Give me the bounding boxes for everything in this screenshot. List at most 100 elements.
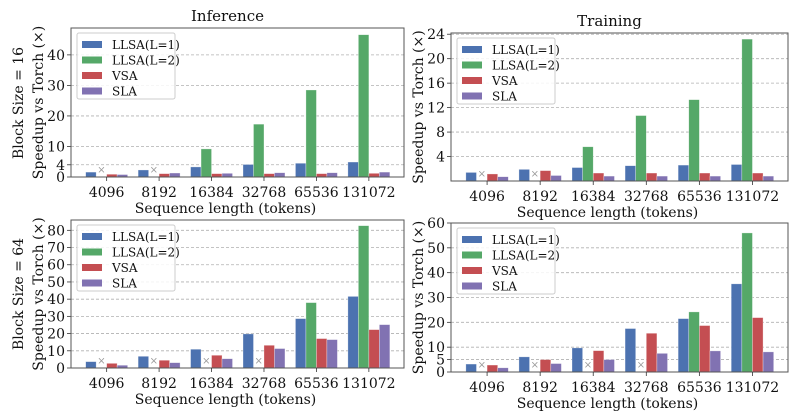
- bar-llsa-l-1--16384: [571, 347, 583, 373]
- bar-llsa-l-1--65536: [677, 318, 690, 373]
- legend-label: LLSA(L=2): [492, 249, 560, 263]
- bar-vsa-131072: [752, 172, 764, 182]
- missing-marker: ×: [255, 356, 263, 367]
- bar-sla-4096: [497, 176, 509, 182]
- x-tick-label: 8192: [141, 185, 177, 201]
- bar-sla-65536: [709, 175, 721, 182]
- bar-sla-8192: [550, 363, 562, 373]
- legend-label: LLSA(L=2): [112, 54, 180, 68]
- legend-swatch: [462, 61, 482, 69]
- x-tick-label: 8192: [522, 380, 558, 396]
- legend-swatch: [82, 87, 102, 95]
- missing-marker: ×: [478, 360, 486, 371]
- legend-label: VSA: [491, 74, 518, 88]
- bar-llsa-l-2--16384: [200, 148, 212, 178]
- bar-sla-8192: [550, 175, 562, 182]
- bar-vsa-16384: [211, 173, 223, 178]
- bar-llsa-l-2--65536: [305, 89, 317, 178]
- x-tick-label: 65536: [294, 376, 339, 392]
- bar-sla-16384: [603, 359, 615, 373]
- bar-vsa-4096: [486, 173, 499, 182]
- legend-swatch: [462, 77, 482, 84]
- bar-sla-65536: [326, 172, 338, 178]
- bar-llsa-l-2--131072: [358, 34, 370, 178]
- bar-vsa-131072: [368, 173, 380, 178]
- bar-sla-32768: [656, 353, 668, 373]
- y-tick-label: 20: [427, 315, 445, 331]
- bar-llsa-l-1--16384: [190, 166, 202, 178]
- x-tick-label: 32768: [242, 185, 287, 201]
- missing-marker: ×: [478, 169, 486, 180]
- legend-box: [76, 224, 176, 292]
- x-tick-label: 65536: [677, 380, 722, 396]
- missing-marker: ×: [531, 360, 539, 371]
- legend-swatch: [82, 41, 102, 48]
- bar-llsa-l-1--8192: [137, 169, 149, 178]
- legend: LLSA(L=1) LLSA(L=2)VSA SLA: [76, 32, 180, 100]
- legend-swatch: [462, 267, 482, 274]
- subplot-2: 4 8 12 16 20 24 × × 4096 8192 16384 32768 65536 13107…: [411, 12, 789, 221]
- x-tick-label: 8192: [522, 189, 558, 205]
- legend-box: [76, 32, 176, 100]
- bar-vsa-8192: [539, 359, 552, 373]
- x-axis-label: Sequence length (tokens): [517, 205, 699, 221]
- bar-sla-8192: [169, 362, 181, 369]
- bar-sla-32768: [656, 175, 668, 182]
- bar-llsa-l-2--65536: [688, 311, 700, 373]
- legend-label: LLSA(L=1): [112, 230, 180, 244]
- y-axis-label: Speedup vs Torch (×): [31, 217, 47, 370]
- bar-llsa-l-1--32768: [242, 333, 254, 369]
- legend-box: [456, 227, 556, 295]
- y-tick-label: 70: [47, 241, 65, 257]
- x-tick-label: 16384: [571, 380, 616, 396]
- bar-sla-32768: [274, 172, 286, 178]
- legend-label: SLA: [112, 85, 137, 99]
- bar-sla-16384: [603, 175, 615, 182]
- legend-label: SLA: [492, 280, 517, 294]
- bar-sla-65536: [709, 350, 721, 373]
- bar-sla-8192: [169, 172, 181, 178]
- subplot-title: Inference: [191, 7, 264, 25]
- missing-marker: ×: [531, 169, 539, 180]
- bar-vsa-8192: [158, 359, 170, 369]
- y-tick-label: 10: [427, 340, 445, 356]
- bar-llsa-l-1--65536: [295, 162, 307, 178]
- y-tick-label: 80: [47, 223, 65, 239]
- y-tick-label: 0: [56, 170, 65, 186]
- legend: LLSA(L=1) LLSA(L=2)VSA SLA: [456, 227, 560, 295]
- bar-llsa-l-2--32768: [253, 123, 265, 178]
- bar-sla-32768: [274, 348, 286, 369]
- x-tick-label: 65536: [294, 185, 339, 201]
- bar-vsa-131072: [752, 317, 764, 373]
- x-tick-label: 16384: [571, 189, 616, 205]
- bar-sla-131072: [762, 175, 774, 182]
- y-tick-label: 30: [47, 309, 65, 325]
- row-label-block-16: Block Size = 16: [11, 47, 27, 159]
- legend-label: LLSA(L=2): [492, 59, 560, 73]
- bar-vsa-8192: [539, 170, 552, 182]
- bar-llsa-l-1--4096: [85, 361, 97, 369]
- bar-llsa-l-1--131072: [347, 296, 359, 369]
- bar-llsa-l-1--32768: [242, 164, 254, 178]
- x-tick-label: 131072: [726, 189, 779, 205]
- y-tick-label: 20: [427, 52, 445, 68]
- y-axis-label: Speedup vs Torch (×): [31, 26, 47, 179]
- axes-frame: [450, 222, 789, 373]
- missing-marker: ×: [97, 165, 105, 176]
- bar-vsa-65536: [699, 325, 711, 373]
- bar-sla-16384: [221, 173, 233, 178]
- y-tick-label: 16: [427, 76, 445, 92]
- bar-llsa-l-1--65536: [677, 164, 690, 182]
- y-tick-label: 12: [427, 101, 445, 117]
- y-tick-label: 0: [56, 361, 65, 377]
- x-tick-label: 16384: [189, 376, 234, 392]
- bar-llsa-l-1--4096: [465, 363, 477, 373]
- x-tick-label: 4096: [469, 380, 505, 396]
- missing-marker: ×: [202, 356, 210, 367]
- bar-llsa-l-1--4096: [85, 171, 97, 178]
- legend: LLSA(L=1) LLSA(L=2)VSA SLA: [76, 224, 180, 292]
- x-tick-label: 4096: [89, 376, 125, 392]
- bar-vsa-65536: [316, 173, 328, 178]
